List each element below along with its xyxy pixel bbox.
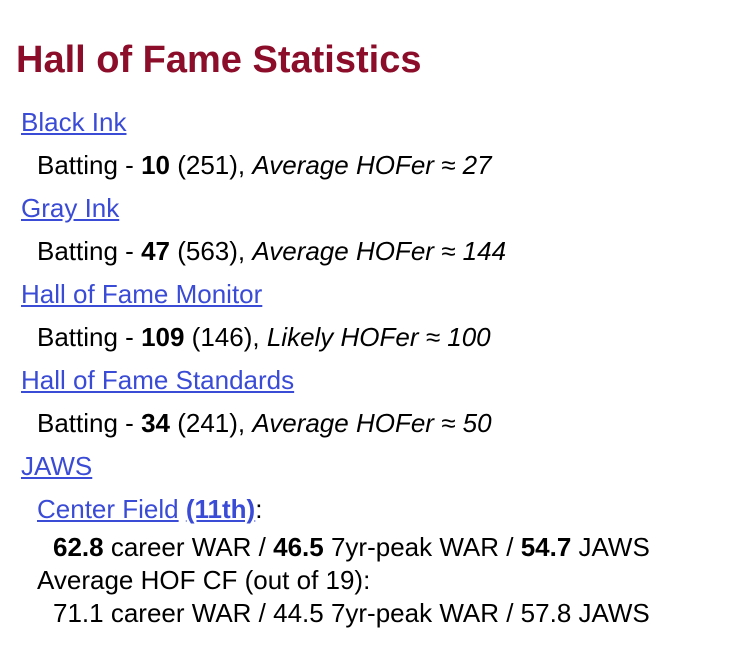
average-hof-heading: Average HOF CF (out of 19): xyxy=(37,565,371,595)
hof-monitor-line: Batting - 109 (146), Likely HOFer ≈ 100 xyxy=(37,320,491,354)
gray-ink-heading: Gray Ink xyxy=(21,191,119,225)
gray-ink-value: 47 xyxy=(141,236,170,266)
hof-standards-link[interactable]: Hall of Fame Standards xyxy=(21,365,295,395)
hof-standards-line: Batting - 34 (241), Average HOFer ≈ 50 xyxy=(37,406,492,440)
player-jaws-line: 62.8 career WAR / 46.5 7yr-peak WAR / 54… xyxy=(53,530,650,564)
hof-monitor-compare: Likely HOFer ≈ 100 xyxy=(266,322,491,352)
peak-war-label: 7yr-peak WAR / xyxy=(323,532,521,562)
jaws-link[interactable]: JAWS xyxy=(21,451,93,481)
position-colon: : xyxy=(255,494,263,524)
position-rank-link[interactable]: (11th) xyxy=(185,494,256,524)
black-ink-heading: Black Ink xyxy=(21,105,127,139)
hof-monitor-value: 109 xyxy=(141,322,185,352)
jaws-position-line: Center Field (11th): xyxy=(37,492,262,526)
average-hof-line: 71.1 career WAR / 44.5 7yr-peak WAR / 57… xyxy=(53,598,650,628)
hof-monitor-heading: Hall of Fame Monitor xyxy=(21,277,262,311)
gray-ink-compare: Average HOFer ≈ 144 xyxy=(252,236,507,266)
black-ink-value: 10 xyxy=(141,150,170,180)
center-field-link[interactable]: Center Field xyxy=(37,494,179,524)
hof-standards-compare: Average HOFer ≈ 50 xyxy=(252,408,492,438)
gray-ink-prefix: Batting - xyxy=(37,236,142,266)
hof-monitor-prefix: Batting - xyxy=(37,322,142,352)
peak-war-value: 46.5 xyxy=(273,532,324,562)
career-war-value: 62.8 xyxy=(53,532,104,562)
hof-monitor-link[interactable]: Hall of Fame Monitor xyxy=(21,279,263,309)
jaws-label: JAWS xyxy=(571,532,650,562)
black-ink-prefix: Batting - xyxy=(37,150,142,180)
black-ink-line: Batting - 10 (251), Average HOFer ≈ 27 xyxy=(37,148,492,182)
hof-standards-heading: Hall of Fame Standards xyxy=(21,363,294,397)
gray-ink-link[interactable]: Gray Ink xyxy=(21,193,120,223)
black-ink-rank: (251), xyxy=(169,150,253,180)
gray-ink-rank: (563), xyxy=(169,236,253,266)
jaws-heading: JAWS xyxy=(21,449,92,483)
jaws-value: 54.7 xyxy=(520,532,572,562)
hof-standards-prefix: Batting - xyxy=(37,408,142,438)
black-ink-link[interactable]: Black Ink xyxy=(21,107,127,137)
gray-ink-line: Batting - 47 (563), Average HOFer ≈ 144 xyxy=(37,234,506,268)
hof-monitor-rank: (146), xyxy=(184,322,267,352)
hof-standards-rank: (241), xyxy=(169,408,253,438)
hof-standards-value: 34 xyxy=(141,408,170,438)
black-ink-compare: Average HOFer ≈ 27 xyxy=(252,150,492,180)
career-war-label: career WAR / xyxy=(103,532,274,562)
section-title: Hall of Fame Statistics xyxy=(16,39,422,81)
